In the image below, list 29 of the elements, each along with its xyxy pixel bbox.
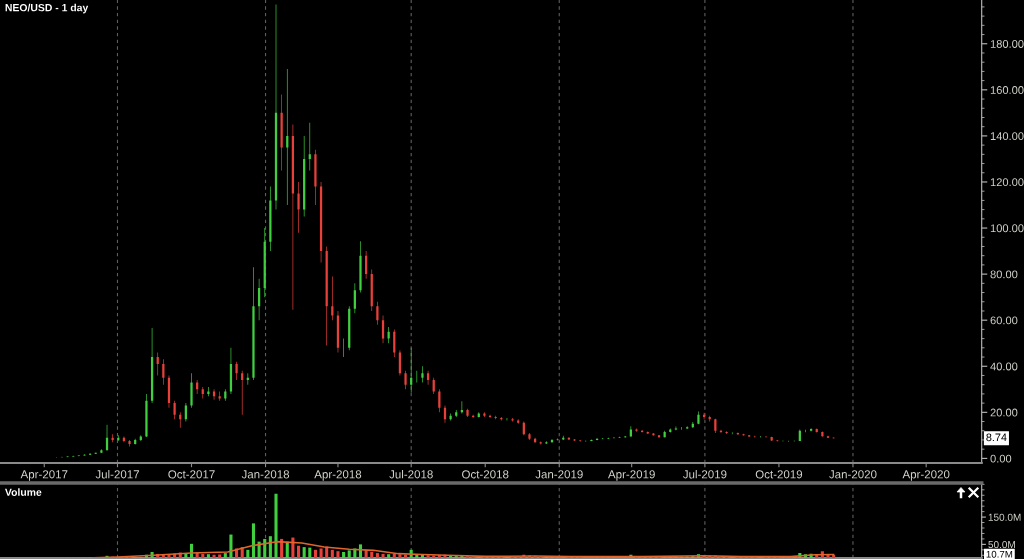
x-tick-label: Jul-2019 xyxy=(682,469,727,479)
x-tick-label: Jan-2020 xyxy=(829,470,877,479)
x-tick-label: Apr-2018 xyxy=(314,470,362,481)
x-tick-label: Oct-2017 xyxy=(168,470,215,479)
y-tick-label: 150.0M xyxy=(988,513,1021,521)
chart-title: Volume xyxy=(4,488,42,496)
x-tick-label: Apr-2020 xyxy=(902,470,950,481)
text: 8.74 xyxy=(986,433,1007,442)
y-tick-label: 60.00 xyxy=(990,316,1018,325)
x-tick-label: Apr-2019 xyxy=(607,470,655,481)
x-tick-label: Oct-2018 xyxy=(462,470,509,479)
text: 10.7M xyxy=(986,550,1013,558)
x-tick-label: Apr-2017 xyxy=(20,470,68,481)
y-tick-label: 0.00 xyxy=(990,454,1012,463)
y-tick-label: 50.0M xyxy=(988,541,1015,549)
x-tick-label: Jan-2018 xyxy=(241,470,290,479)
y-tick-label: 80.00 xyxy=(990,270,1018,279)
x-tick-label: Oct-2019 xyxy=(755,470,803,479)
x-tick-label: Jul-2017 xyxy=(95,469,140,479)
x-tick-label: Jul-2018 xyxy=(389,469,433,479)
y-tick-label: 180.00 xyxy=(990,40,1024,48)
y-tick-label: 40.00 xyxy=(990,362,1018,371)
y-tick-label: 100.00 xyxy=(990,224,1024,233)
y-tick-label: 20.00 xyxy=(990,408,1018,417)
y-tick-label: 160.00 xyxy=(990,86,1024,94)
y-tick-label: 120.00 xyxy=(990,178,1024,187)
x-tick-label: Jan-2019 xyxy=(535,470,583,479)
chart-title: NEO/USD - 1 day xyxy=(5,3,89,14)
y-tick-label: 140.00 xyxy=(990,132,1024,141)
